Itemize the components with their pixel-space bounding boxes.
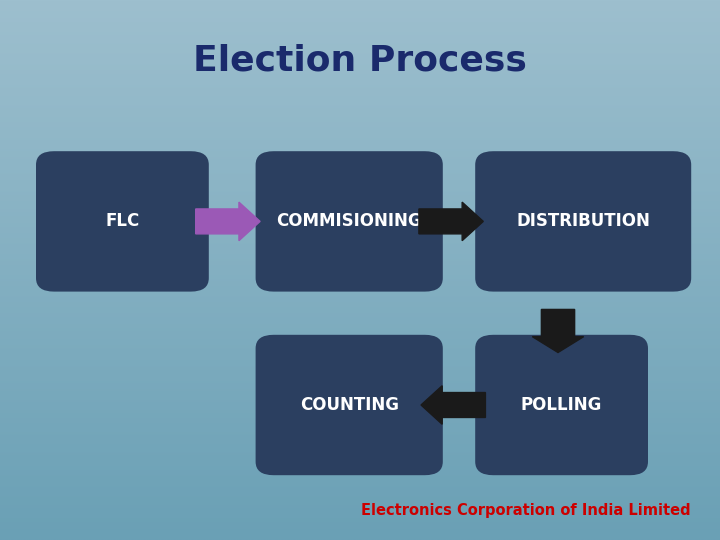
Polygon shape [419, 202, 483, 241]
Text: FLC: FLC [105, 212, 140, 231]
FancyBboxPatch shape [256, 335, 443, 475]
Polygon shape [421, 386, 485, 424]
Polygon shape [196, 202, 260, 241]
FancyBboxPatch shape [475, 151, 691, 292]
Text: Election Process: Election Process [193, 43, 527, 77]
Text: COUNTING: COUNTING [300, 396, 399, 414]
Polygon shape [532, 309, 584, 353]
FancyBboxPatch shape [36, 151, 209, 292]
Text: DISTRIBUTION: DISTRIBUTION [516, 212, 650, 231]
FancyBboxPatch shape [475, 335, 648, 475]
Text: Electronics Corporation of India Limited: Electronics Corporation of India Limited [361, 503, 690, 518]
Text: COMMISIONING: COMMISIONING [276, 212, 422, 231]
FancyBboxPatch shape [256, 151, 443, 292]
Text: POLLING: POLLING [521, 396, 603, 414]
